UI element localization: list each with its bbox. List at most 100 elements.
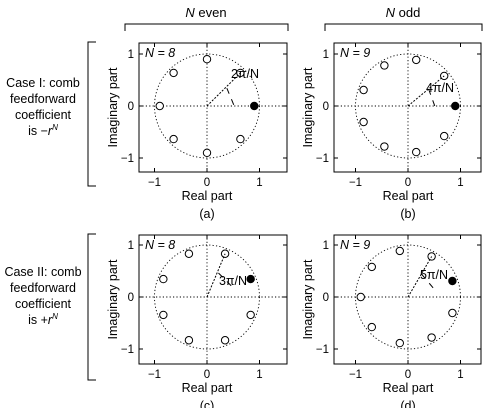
panel-c-arrow-lower: [226, 281, 232, 287]
row-2-line-3: coefficient: [15, 297, 72, 311]
row-2-line-1: Case II: comb: [4, 265, 81, 279]
panel-c-angle-ray: [206, 253, 226, 298]
row-label-case-1: Case I: comb feedforward coefficient is …: [6, 41, 96, 187]
panel-d-ytick-label: −1: [316, 344, 329, 356]
panel-c-ylabel: Imaginary part: [106, 259, 120, 339]
panel-d-zero: [427, 333, 436, 342]
panel-b: −1 0 1 1 0 −1 Real part Imaginary part (b) N = 9 4…: [301, 42, 482, 221]
panel-d: −1 0 1 1 0 −1 Real part Imaginary part (d) N = 9 5…: [301, 234, 482, 408]
panel-d-xlabel: Real part: [383, 381, 434, 395]
panel-c-ytick-label: −1: [121, 344, 134, 356]
panel-d-zero: [395, 338, 404, 348]
panel-b-zero: [359, 85, 368, 95]
column-header-odd-n: N: [386, 5, 396, 20]
panel-b-angle-label: 4π/N: [426, 81, 454, 95]
panel-a-arrow-lower: [230, 99, 235, 105]
panel-a-arrow-upper: [226, 87, 230, 94]
panel-d-ytick-label: 1: [323, 240, 329, 252]
panel-d-xtick-label: −1: [349, 369, 362, 381]
panel-d-unit-circle: [355, 244, 461, 350]
panel-b-n-label: N = 9: [340, 46, 370, 60]
panel-a-ylabel: Imaginary part: [106, 67, 120, 147]
panel-c-zero: [159, 310, 168, 320]
panels-group: −1 0 1 1 0 −1 Real part Imaginary part (a) N = 8 2…: [106, 42, 482, 408]
panel-d-xtick-label: 1: [457, 369, 463, 381]
panel-b-ytick-label: 0: [323, 101, 329, 113]
panel-a-angle-ray: [206, 72, 241, 107]
panel-b-zero: [380, 142, 389, 151]
panel-a-zero: [155, 101, 164, 111]
panel-a-ytick-label: 1: [128, 49, 134, 61]
panel-a-xtick-label: 1: [256, 177, 262, 189]
panel-b-xtick-label: −1: [349, 177, 362, 189]
panel-c-zero: [220, 336, 230, 345]
row-1-prefix: is −: [28, 124, 48, 138]
panel-a-zero: [169, 68, 178, 78]
panel-c-unit-circle: [154, 244, 260, 350]
column-header-even-n: N: [185, 5, 195, 20]
panel-d-angle-label: 5π/N: [420, 268, 448, 282]
panel-b-arrow-upper: [428, 88, 432, 95]
panel-a-filled-zero: [250, 101, 259, 111]
row-label-case-2: Case II: comb feedforward coefficient is…: [4, 233, 96, 381]
panel-a-angle-label: 2π/N: [231, 67, 259, 81]
panel-a-unit-circle: [154, 53, 260, 159]
panel-a-zero: [202, 55, 212, 64]
panel-a: −1 0 1 1 0 −1 Real part Imaginary part (a) N = 8 2…: [106, 42, 288, 221]
panel-b-zero: [412, 147, 421, 157]
row-2-line-4: is +rN: [28, 312, 58, 327]
panel-c-zero: [246, 310, 255, 320]
panel-d-zero: [367, 262, 377, 272]
panel-c-xtick-label: 0: [204, 369, 210, 381]
panel-d-caption: (d): [400, 399, 415, 408]
panel-a-caption: (a): [199, 207, 214, 221]
panel-d-arrow-lower: [428, 282, 434, 289]
panel-a-xlabel: Real part: [182, 189, 233, 203]
panel-d-n-label: N = 9: [340, 238, 370, 252]
row-2-sup: N: [52, 312, 58, 321]
panel-c-caption: (c): [200, 399, 215, 408]
panel-d-xtick-label: 0: [405, 369, 411, 381]
panel-b-angle-ray: [407, 75, 445, 107]
panel-c-filled-zero: [246, 274, 255, 284]
panel-d-angle-ray: [407, 256, 433, 298]
panel-c-xtick-label: 1: [256, 369, 262, 381]
panel-b-xlabel: Real part: [383, 189, 434, 203]
panel-b-ytick-label: −1: [316, 153, 329, 165]
panel-a-zero: [236, 134, 245, 144]
row-2-r: r: [48, 313, 53, 327]
panel-b-zero: [412, 55, 421, 65]
panel-d-zero: [448, 308, 457, 318]
column-header-even-label: even: [195, 5, 227, 20]
panel-a-ytick-label: 0: [128, 101, 134, 113]
row-1-sup: N: [52, 123, 58, 132]
panel-c: −1 0 1 1 0 −1 Real part Imaginary part (c) N = 8 3…: [106, 234, 288, 408]
panel-c-angle-label: 3π/N: [219, 274, 247, 288]
panel-c-n-label: N = 8: [145, 238, 175, 252]
panel-c-xlabel: Real part: [182, 381, 233, 395]
row-2-prefix: is +: [28, 313, 48, 327]
panel-b-unit-circle: [355, 53, 461, 159]
panel-a-zero: [169, 134, 178, 144]
panel-d-zero: [356, 292, 365, 302]
panel-b-xtick-label: 1: [457, 177, 463, 189]
column-header-odd-label: odd: [395, 5, 420, 20]
panel-d-filled-zero: [448, 276, 457, 286]
panel-c-zero: [159, 274, 168, 284]
panel-d-zero: [395, 246, 404, 256]
panel-c-ytick-label: 0: [128, 292, 134, 304]
panel-a-n-label: N = 8: [145, 46, 175, 60]
row-1-r: r: [48, 124, 53, 138]
svg-text:N odd: N odd: [386, 5, 421, 20]
panel-b-zero: [359, 117, 368, 127]
row-1-line-3: coefficient: [15, 108, 72, 122]
column-header-odd: N odd: [324, 5, 483, 31]
row-1-line-4: is −rN: [28, 123, 58, 138]
panel-a-ytick-label: −1: [121, 153, 134, 165]
column-bracket-even: [124, 23, 289, 31]
panel-c-zero: [184, 336, 194, 345]
panel-c-ytick-label: 1: [128, 240, 134, 252]
row-1-line-1: Case I: comb: [6, 76, 80, 90]
row-1-line-2: feedforward: [10, 92, 76, 106]
panel-b-ylabel: Imaginary part: [301, 67, 315, 147]
